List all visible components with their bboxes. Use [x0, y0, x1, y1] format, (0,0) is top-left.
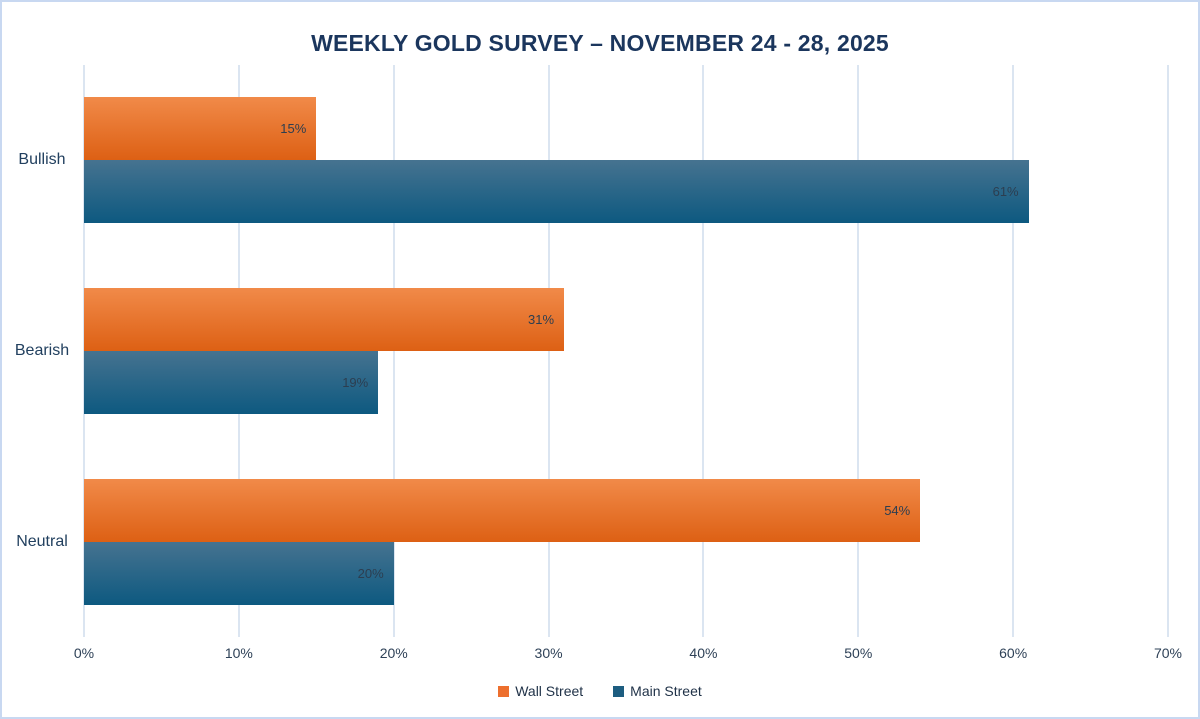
bar-value-label: 20% — [357, 565, 384, 581]
bar-value-label: 61% — [992, 184, 1019, 200]
xtick-label: 20% — [379, 645, 408, 661]
legend-label: Wall Street — [515, 683, 584, 699]
xtick-label: 10% — [224, 645, 253, 661]
bar-neutral-main-street: 20% — [84, 541, 394, 605]
category-axis: Bullish Bearish Neutral — [2, 65, 82, 637]
category-label-bearish: Bearish — [14, 342, 70, 359]
legend-swatch-icon — [498, 685, 510, 697]
gridline-20% — [392, 65, 395, 637]
gridline-30% — [547, 65, 550, 637]
category-label-bullish: Bullish — [18, 151, 66, 169]
legend-item-wall-street: Wall Street — [498, 683, 583, 699]
bar-bearish-wall-street: 31% — [84, 288, 565, 351]
xtick-label: 60% — [999, 645, 1028, 661]
bar-value-label: 15% — [280, 121, 307, 137]
bar-bullish-main-street: 61% — [84, 160, 1029, 224]
xtick-label: 30% — [534, 645, 563, 661]
xtick-label: 50% — [844, 645, 873, 661]
legend-item-main-street: Main Street — [613, 683, 702, 699]
xtick-label: 40% — [689, 645, 718, 661]
xtick-label: 0% — [73, 645, 95, 661]
x-axis: 0% 10% 20% 30% 40% 50% 60% 70% — [74, 645, 1182, 665]
gridline-50% — [857, 65, 860, 637]
gridline-60% — [1012, 65, 1015, 637]
gridline-70% — [1167, 65, 1169, 637]
gridline-40% — [702, 65, 705, 637]
bar-value-label: 31% — [528, 312, 555, 327]
bar-value-label: 19% — [342, 375, 369, 390]
bar-value-label: 54% — [884, 502, 911, 518]
bar-bearish-main-street: 19% — [84, 351, 379, 414]
bar-bullish-wall-street: 15% — [84, 97, 317, 161]
legend: Wall Street Main Street — [2, 683, 1198, 699]
legend-swatch-icon — [613, 685, 625, 697]
category-label-neutral: Neutral — [16, 532, 68, 550]
bar-neutral-wall-street: 54% — [84, 478, 921, 542]
plot-area: 15% 61% 31% 19% 54% 20% — [83, 65, 1169, 637]
legend-label: Main Street — [630, 683, 702, 699]
chart-title: WEEKLY GOLD SURVEY – NOVEMBER 24 - 28, 2… — [311, 30, 889, 56]
xtick-label: 70% — [1153, 645, 1183, 661]
